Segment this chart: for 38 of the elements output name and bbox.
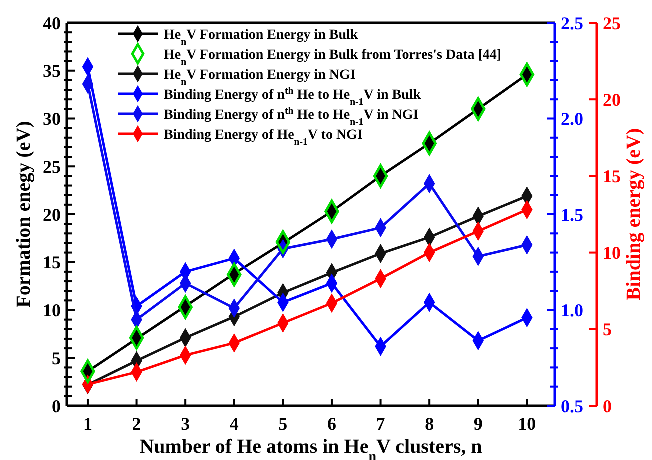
y-tick-label: 20	[43, 204, 61, 225]
y-tick-label: 40	[43, 13, 61, 34]
y-tick-label: 25	[43, 156, 61, 177]
legend-label: Binding Energy of n$^{th}$ He to He$_{n-1}$V in NGI	[164, 105, 419, 128]
y2-tick-label: 1.5	[561, 204, 584, 225]
y3-axis-title: Binding energy (eV)	[623, 128, 645, 301]
x-tick-label: 1	[83, 414, 92, 434]
legend-label: Binding Energy of n$^{th}$ He to He$_{n-1}$V in Bulk	[164, 85, 422, 108]
y2-tick-label: 2.5	[561, 13, 584, 34]
y3-tick-label: 5	[603, 320, 612, 340]
y3-tick-label: 0	[603, 396, 612, 416]
y-tick-label: 15	[43, 252, 61, 273]
legend-label: He$_{n}$V Formation Energy in NGI	[164, 68, 356, 88]
y2-tick-label: 2.0	[561, 109, 584, 130]
x-tick-label: 8	[425, 414, 434, 434]
y-tick-label: 5	[52, 348, 61, 368]
x-tick-label: 3	[181, 414, 190, 434]
y-axis-title: Formation enegy (eV)	[13, 121, 35, 308]
y-tick-label: 30	[43, 109, 61, 130]
legend-label: He$_{n}$V Formation Energy in Bulk	[164, 28, 358, 48]
x-tick-label: 9	[474, 414, 483, 434]
y2-tick-label: 0.5	[561, 396, 584, 416]
y-tick-label: 10	[43, 300, 61, 321]
x-tick-label: 4	[230, 414, 239, 434]
y3-tick-label: 20	[603, 90, 621, 110]
legend-label: Binding Energy of He$_{n-1}$V to NGI	[164, 128, 363, 148]
y3-tick-label: 10	[603, 243, 621, 264]
y2-tick-label: 1.0	[561, 300, 584, 321]
y-tick-label: 35	[43, 61, 61, 82]
y-tick-label: 0	[52, 396, 61, 416]
legend-label: He$_{n}$V Formation Energy in Bulk from Torres's Data [44]	[164, 48, 502, 68]
x-tick-label: 5	[278, 414, 288, 434]
y3-tick-label: 15	[603, 166, 621, 186]
x-tick-label: 6	[327, 414, 336, 434]
x-tick-label: 7	[376, 414, 386, 434]
x-tick-label: 10	[518, 414, 536, 434]
x-tick-label: 2	[132, 414, 142, 434]
y3-tick-label: 25	[603, 13, 621, 34]
